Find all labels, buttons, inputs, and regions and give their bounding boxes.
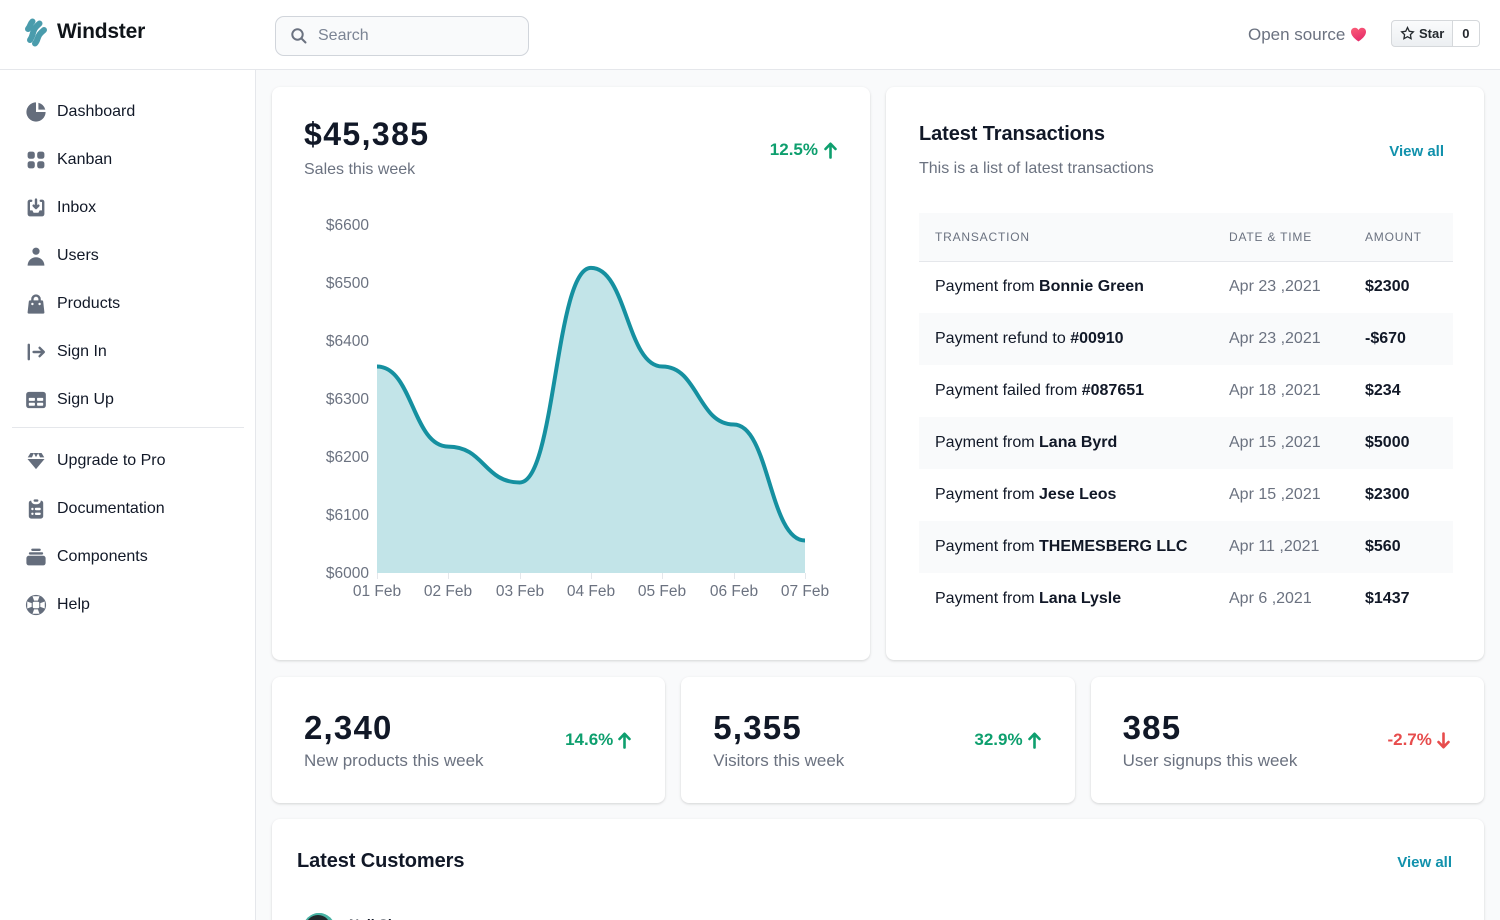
svg-text:04 Feb: 04 Feb [567, 583, 615, 600]
svg-text:$6500: $6500 [326, 275, 369, 292]
svg-text:06 Feb: 06 Feb [710, 583, 758, 600]
svg-text:$6400: $6400 [326, 333, 369, 350]
svg-text:$6200: $6200 [326, 449, 369, 466]
svg-text:$6100: $6100 [326, 507, 369, 524]
svg-text:$6300: $6300 [326, 391, 369, 408]
svg-text:01 Feb: 01 Feb [353, 583, 401, 600]
svg-text:$6600: $6600 [326, 217, 369, 234]
svg-text:02 Feb: 02 Feb [424, 583, 472, 600]
svg-text:07 Feb: 07 Feb [781, 583, 829, 600]
svg-text:05 Feb: 05 Feb [638, 583, 686, 600]
svg-text:$6000: $6000 [326, 565, 369, 582]
svg-text:03 Feb: 03 Feb [496, 583, 544, 600]
